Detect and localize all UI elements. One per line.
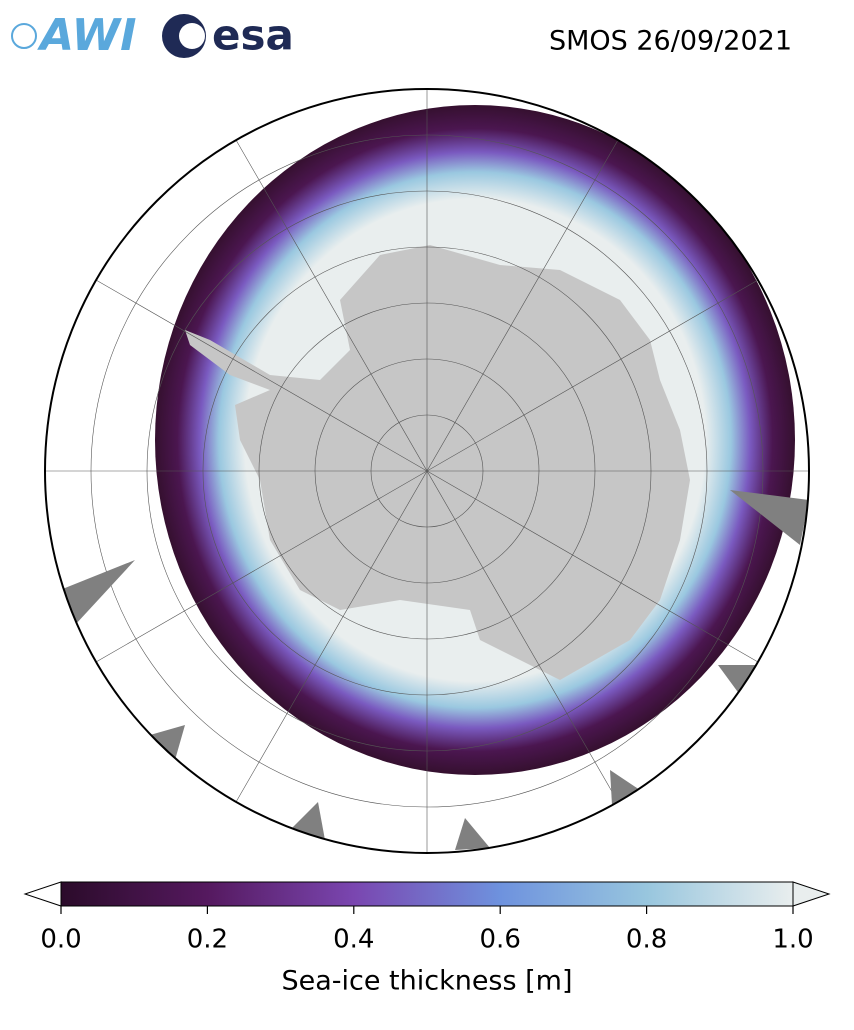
antarctica — [185, 245, 690, 680]
awi-logo: AWI — [11, 10, 137, 61]
logo-icon — [179, 23, 205, 49]
title: SMOS 26/09/2021 — [549, 26, 792, 57]
esa-logo: esa — [162, 11, 294, 60]
tick-label: 0.4 — [333, 925, 374, 955]
awi-text: AWI — [37, 10, 137, 61]
colorbar-body — [60, 881, 794, 907]
tick-label: 0.6 — [480, 925, 521, 955]
map — [45, 89, 809, 853]
tick-label: 0.2 — [187, 925, 228, 955]
esa-text: esa — [212, 11, 294, 60]
graticule — [45, 89, 809, 853]
colorbar-label: Sea-ice thickness [m] — [281, 966, 572, 997]
extend-low — [23, 881, 62, 907]
extend-high — [792, 881, 831, 907]
logo-icon — [11, 23, 37, 49]
map-border — [44, 88, 810, 854]
tick-label: 1.0 — [772, 925, 813, 955]
tick-label: 0.0 — [40, 925, 81, 955]
colorbar: Sea-ice thickness [m] 0.0 0.2 0.4 0.6 0.8 1.0 — [23, 881, 831, 997]
tick-label: 0.8 — [626, 925, 667, 955]
